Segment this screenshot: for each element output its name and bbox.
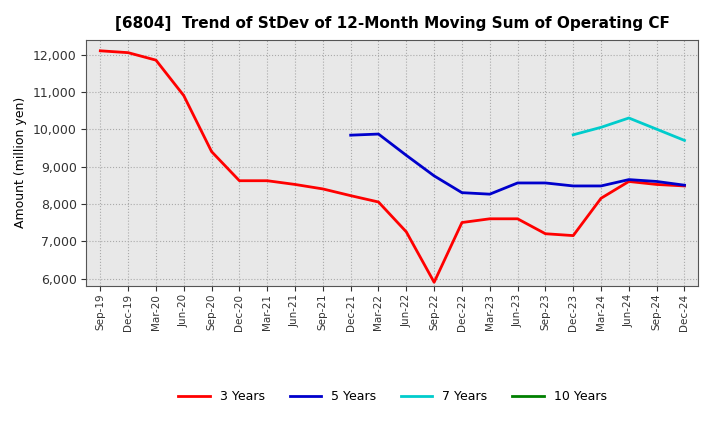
5 Years bbox=[624, 177, 633, 182]
3 Years bbox=[430, 280, 438, 285]
Legend: 3 Years, 5 Years, 7 Years, 10 Years: 3 Years, 5 Years, 7 Years, 10 Years bbox=[174, 385, 611, 408]
3 Years bbox=[179, 93, 188, 98]
3 Years bbox=[291, 182, 300, 187]
5 Years bbox=[680, 183, 689, 188]
Line: 5 Years: 5 Years bbox=[351, 134, 685, 194]
7 Years bbox=[624, 115, 633, 121]
3 Years bbox=[652, 182, 661, 187]
7 Years bbox=[680, 138, 689, 143]
3 Years bbox=[680, 183, 689, 189]
5 Years bbox=[541, 180, 550, 186]
3 Years bbox=[485, 216, 494, 221]
3 Years bbox=[402, 229, 410, 235]
5 Years bbox=[652, 179, 661, 184]
5 Years bbox=[346, 132, 355, 138]
5 Years bbox=[374, 132, 383, 137]
3 Years bbox=[318, 186, 327, 191]
3 Years bbox=[235, 178, 243, 183]
7 Years bbox=[597, 125, 606, 130]
3 Years bbox=[124, 50, 132, 55]
3 Years bbox=[207, 149, 216, 154]
5 Years bbox=[458, 190, 467, 195]
7 Years bbox=[569, 132, 577, 137]
Line: 3 Years: 3 Years bbox=[100, 51, 685, 282]
3 Years bbox=[513, 216, 522, 221]
3 Years bbox=[346, 193, 355, 198]
3 Years bbox=[96, 48, 104, 53]
5 Years bbox=[569, 183, 577, 189]
3 Years bbox=[624, 179, 633, 184]
Line: 7 Years: 7 Years bbox=[573, 118, 685, 140]
5 Years bbox=[430, 173, 438, 179]
5 Years bbox=[485, 191, 494, 197]
5 Years bbox=[402, 153, 410, 158]
3 Years bbox=[263, 178, 271, 183]
3 Years bbox=[152, 58, 161, 63]
3 Years bbox=[458, 220, 467, 225]
3 Years bbox=[541, 231, 550, 236]
Title: [6804]  Trend of StDev of 12-Month Moving Sum of Operating CF: [6804] Trend of StDev of 12-Month Moving… bbox=[115, 16, 670, 32]
3 Years bbox=[374, 199, 383, 205]
7 Years bbox=[652, 127, 661, 132]
5 Years bbox=[597, 183, 606, 189]
Y-axis label: Amount (million yen): Amount (million yen) bbox=[14, 97, 27, 228]
5 Years bbox=[513, 180, 522, 186]
3 Years bbox=[597, 196, 606, 201]
3 Years bbox=[569, 233, 577, 238]
